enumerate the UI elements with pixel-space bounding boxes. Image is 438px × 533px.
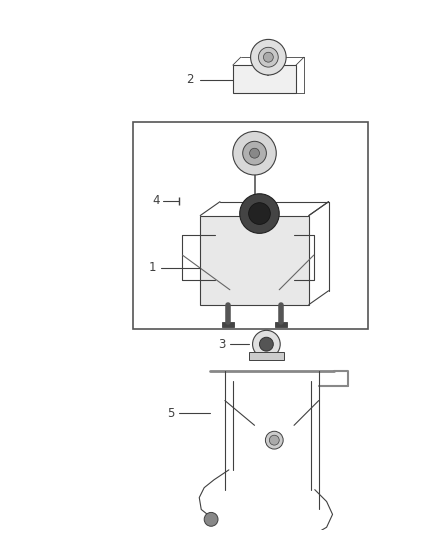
Circle shape — [240, 194, 279, 233]
Circle shape — [269, 435, 279, 445]
Circle shape — [204, 512, 218, 526]
Circle shape — [250, 148, 259, 158]
Circle shape — [247, 203, 262, 219]
Circle shape — [243, 141, 266, 165]
Circle shape — [249, 203, 270, 224]
Text: 1: 1 — [149, 262, 157, 274]
Text: 2: 2 — [187, 74, 194, 86]
Text: 5: 5 — [167, 407, 174, 420]
Bar — [133, 122, 368, 329]
Bar — [249, 352, 284, 360]
Bar — [200, 215, 309, 304]
Circle shape — [263, 52, 273, 62]
Text: 4: 4 — [152, 194, 159, 207]
Circle shape — [259, 337, 273, 351]
Circle shape — [265, 431, 283, 449]
Circle shape — [253, 330, 280, 358]
Circle shape — [233, 132, 276, 175]
Bar — [275, 322, 287, 327]
Bar — [222, 322, 234, 327]
Circle shape — [251, 39, 286, 75]
Circle shape — [258, 47, 278, 67]
Bar — [233, 65, 296, 93]
Text: 3: 3 — [218, 338, 226, 351]
